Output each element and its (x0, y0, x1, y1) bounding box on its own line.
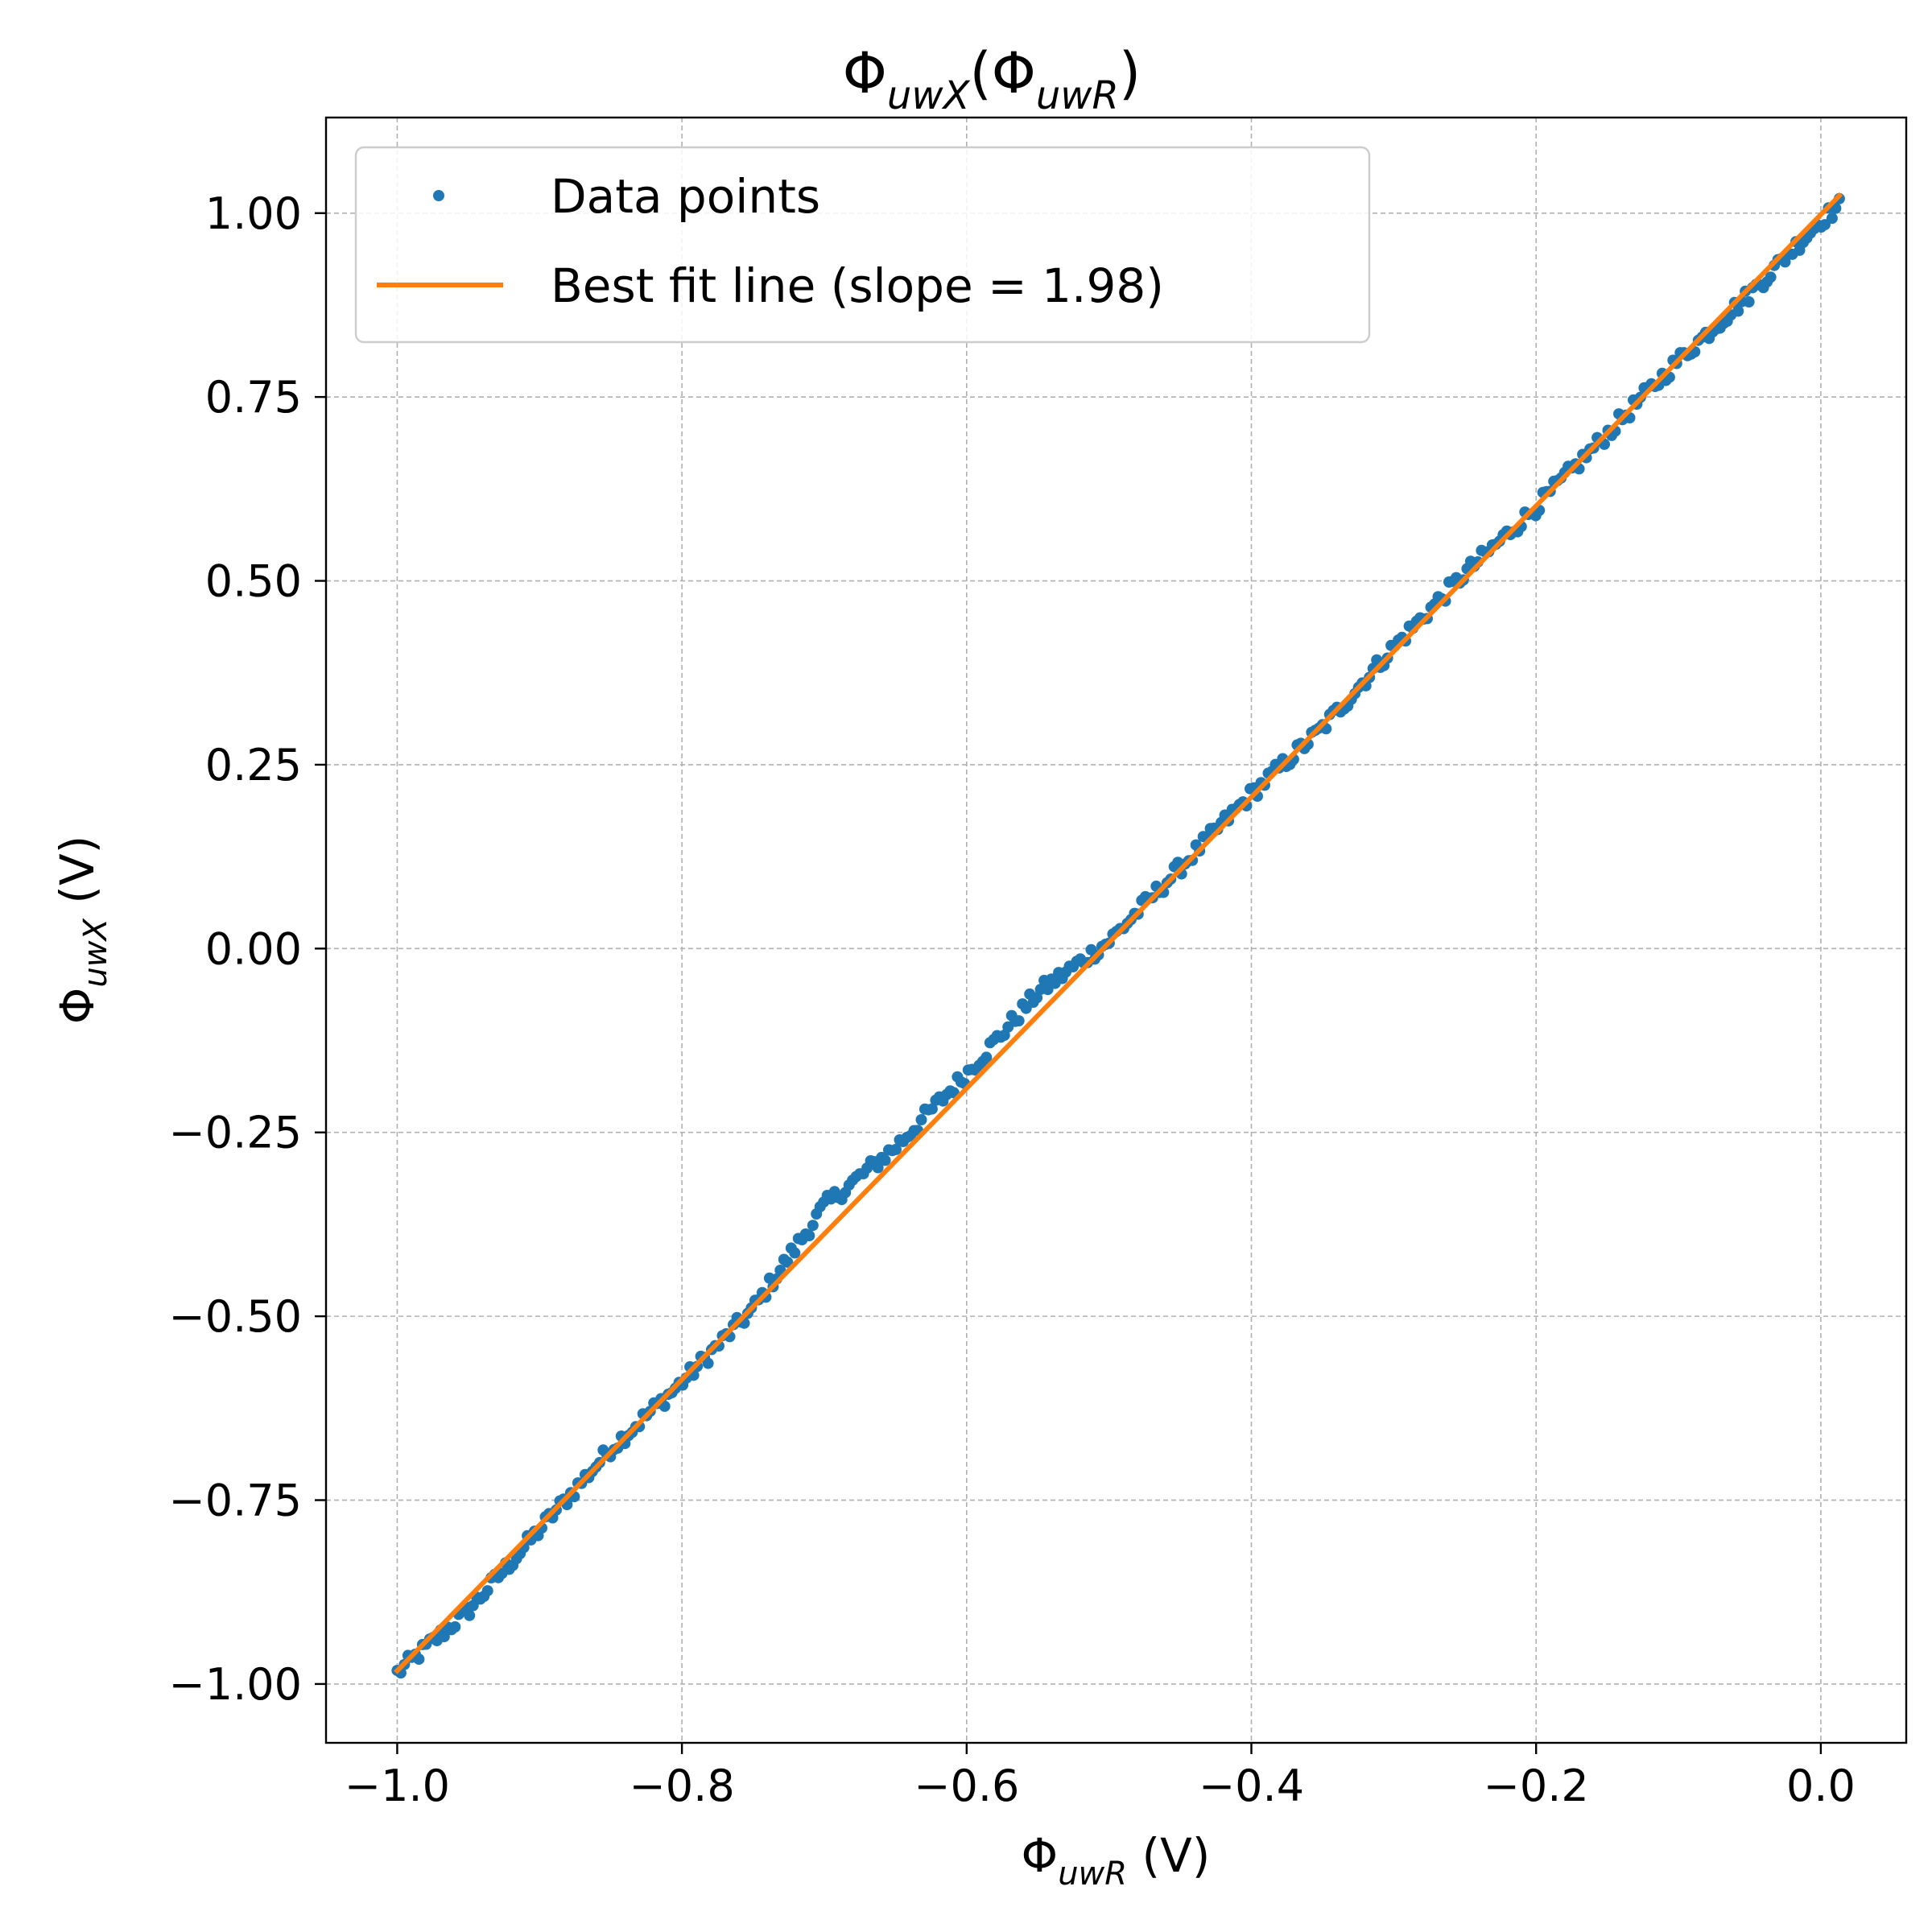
legend-label-best-fit: Best fit line (slope = 1.98) (551, 258, 1164, 313)
y-label-unit: (V) (50, 836, 105, 919)
best-fit-line (394, 192, 1843, 1674)
data-point (1818, 219, 1831, 231)
data-point (449, 1621, 461, 1633)
y-label-base: Φ (50, 988, 105, 1025)
chart-title: ΦuwX(ΦuwR) (843, 40, 1141, 118)
legend: Data points Best fit line (slope = 1.98) (354, 146, 1371, 344)
x-label-base: Φ (1022, 1828, 1059, 1883)
axis-ticks: −1.0 −0.8 −0.6 −0.4 −0.2 0.0 −1.00 −0.75 −0.50 −0… (169, 188, 1856, 1811)
data-point (438, 1631, 450, 1643)
data-point (980, 1051, 993, 1063)
title-sub: uwX (887, 73, 971, 118)
x-axis-label: ΦuwR (V) (1022, 1828, 1211, 1893)
x-label-unit: (V) (1127, 1828, 1210, 1883)
x-tick-label: −0.6 (914, 1761, 1019, 1811)
x-label-sub: uwR (1058, 1856, 1127, 1893)
data-point (803, 1230, 815, 1241)
y-tick-label: −0.75 (169, 1476, 302, 1526)
y-label-sub: uwX (77, 918, 114, 988)
y-tick-label: 0.50 (205, 556, 302, 607)
data-point (1765, 271, 1777, 283)
x-tick-label: −0.2 (1484, 1761, 1589, 1811)
data-point (789, 1247, 801, 1259)
grid (326, 118, 1906, 1743)
y-tick-label: 0.25 (205, 740, 302, 791)
legend-box (354, 146, 1371, 344)
data-point (481, 1585, 493, 1597)
y-tick-label: 0.75 (205, 372, 302, 423)
data-point (926, 1103, 938, 1115)
data-point (464, 1609, 476, 1621)
data-point (702, 1357, 714, 1369)
y-tick-label: −1.00 (169, 1659, 302, 1710)
data-point (807, 1220, 819, 1232)
y-tick-label: 0.00 (205, 923, 302, 974)
data-point (1013, 1015, 1025, 1027)
title-open: (Φ (969, 40, 1035, 106)
x-tick-label: −0.4 (1199, 1761, 1304, 1811)
plot-area (391, 192, 1845, 1679)
data-point (782, 1256, 794, 1268)
data-point (915, 1114, 927, 1125)
y-tick-label: 1.00 (205, 188, 302, 239)
x-tick-label: 0.0 (1786, 1761, 1856, 1811)
legend-marker-data-points (433, 190, 444, 201)
title-base: Φ (843, 40, 887, 106)
data-point (1732, 305, 1744, 317)
legend-label-data-points: Data points (551, 169, 820, 224)
data-point (1743, 296, 1755, 308)
data-point (413, 1653, 425, 1666)
plot-frame (324, 116, 1908, 1744)
title-close: ) (1119, 40, 1141, 106)
data-point (1826, 213, 1838, 225)
x-tick-label: −0.8 (630, 1761, 735, 1811)
title-sub2: uwR (1036, 73, 1119, 118)
data-point (872, 1162, 884, 1174)
y-tick-label: −0.25 (169, 1108, 302, 1158)
x-tick-label: −1.0 (345, 1761, 450, 1811)
y-tick-label: −0.50 (169, 1291, 302, 1342)
y-axis-label: ΦuwX (V) (50, 836, 114, 1025)
data-point (879, 1154, 891, 1166)
data-point (890, 1143, 902, 1155)
